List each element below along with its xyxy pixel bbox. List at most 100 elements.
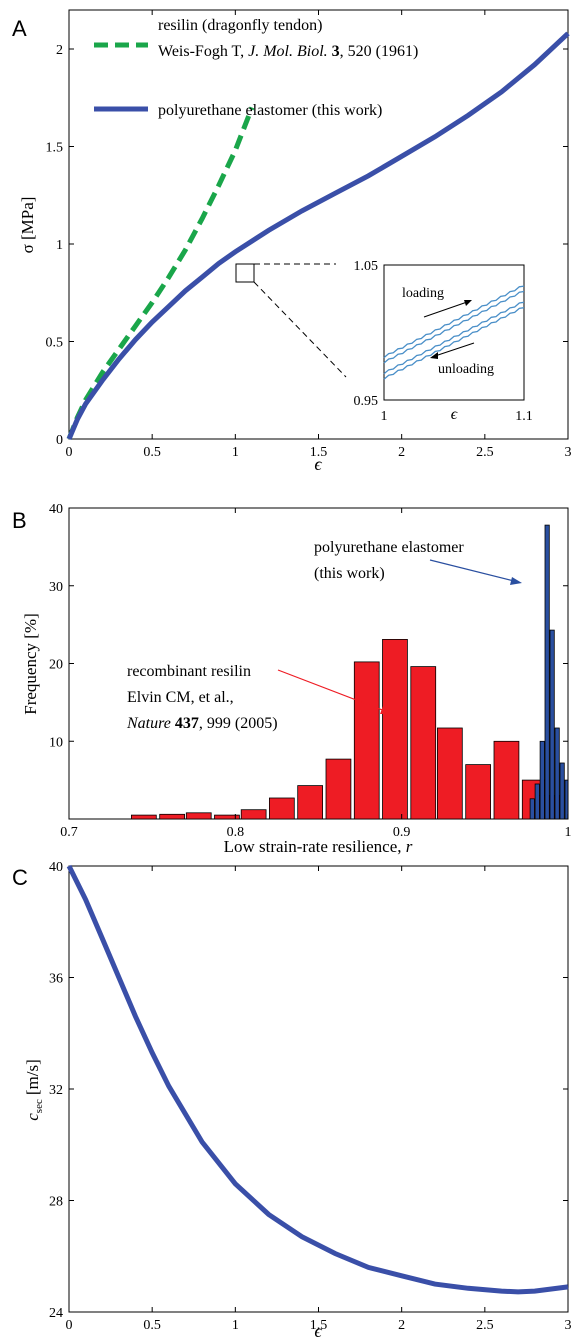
panel-a: A 0 0.5 1 1.5 2 2.5 3 0 0.5 1 1.5 2 resilin (dragon… xyxy=(12,9,572,474)
arrowhead-loading xyxy=(464,300,472,306)
panel-c-xtick-label: 2.5 xyxy=(476,1318,494,1333)
bar-polyurethane xyxy=(544,524,550,820)
panel-a-xtick-label: 2.5 xyxy=(476,445,494,460)
citation-plain: Weis-Fogh T, xyxy=(158,43,248,60)
zoom-connector-bottom xyxy=(253,281,347,378)
inset-frame xyxy=(383,264,525,401)
panel-label-b: B xyxy=(12,508,27,533)
inset-ytick-top: 1.05 xyxy=(354,259,379,274)
inset: 1.05 0.95 1 1.1 ϵ loading unloading xyxy=(354,259,533,424)
citation-journal: J. Mol. Biol. xyxy=(248,43,328,60)
inset-ytick-bottom: 0.95 xyxy=(354,394,379,409)
y-axis-label-b: Frequency [%] xyxy=(21,613,40,715)
panel-c-ytick-label: 40 xyxy=(49,860,63,875)
arrowhead-red xyxy=(380,706,392,714)
bar-recombinant-resilin xyxy=(185,812,212,820)
bar-recombinant-resilin xyxy=(382,639,408,820)
inset-lines xyxy=(383,285,525,380)
inset-annotation-loading: loading xyxy=(402,286,444,301)
annotation-red-line3: Nature 437, 999 (2005) xyxy=(126,715,278,732)
panel-a-ytick-label: 0 xyxy=(56,433,63,448)
panel-a-ytick-label: 2 xyxy=(56,43,63,58)
legend-label-resilin-citation: Weis-Fogh T, J. Mol. Biol. 3, 520 (1961) xyxy=(158,43,418,60)
panel-c-ytick-label: 24 xyxy=(49,1306,63,1321)
red-journal: Nature xyxy=(126,715,171,732)
bar-recombinant-resilin xyxy=(353,661,380,820)
inset-xtick-left: 1 xyxy=(381,409,388,424)
arrowhead-blue xyxy=(510,577,522,585)
x-axis-label-b-var: r xyxy=(406,837,413,856)
annotation-recombinant-resilin: recombinant resilin Elvin CM, et al., Na… xyxy=(126,663,392,732)
citation-volume: 3 xyxy=(328,43,340,60)
panel-c-ytick-label: 28 xyxy=(49,1195,63,1210)
annotation-polyurethane: polyurethane elastomer (this work) xyxy=(314,539,522,585)
arrow-unloading xyxy=(431,342,475,358)
panel-c-xtick-label: 0.5 xyxy=(143,1318,161,1333)
inset-loading-b-line xyxy=(383,285,525,359)
bar-recombinant-resilin xyxy=(410,666,437,820)
panel-b-xtick-label: 0.9 xyxy=(393,825,411,840)
panel-b-ytick-label: 40 xyxy=(49,502,63,517)
red-pages: , 999 (2005) xyxy=(199,715,278,732)
panel-a-ytick-label: 1.5 xyxy=(46,141,64,156)
panel-b-ytick-label: 20 xyxy=(49,658,63,673)
annotation-blue-line1: polyurethane elastomer xyxy=(314,539,464,556)
bar-polyurethane xyxy=(554,727,560,820)
bar-recombinant-resilin xyxy=(240,809,267,820)
bar-recombinant-resilin xyxy=(465,764,492,820)
panel-c-xtick-label: 1.5 xyxy=(310,1318,328,1333)
bar-polyurethane xyxy=(534,783,540,820)
bar-polyurethane xyxy=(539,740,545,820)
panel-b-ytick-label: 10 xyxy=(49,735,63,750)
bar-polyurethane xyxy=(529,798,535,820)
y-axis-label-a: σ [MPa] xyxy=(18,197,37,254)
panel-c-xtick-label: 1 xyxy=(232,1318,239,1333)
series-wave-speed-line xyxy=(66,864,569,1295)
panel-label-a: A xyxy=(12,16,27,41)
red-volume: 437 xyxy=(171,715,199,732)
panel-b-ytick-label: 30 xyxy=(49,580,63,595)
panel-label-c: C xyxy=(12,865,28,890)
panel-a-ticks: 0 0.5 1 1.5 2 2.5 3 0 0.5 1 1.5 2 xyxy=(46,10,572,460)
zoom-box xyxy=(235,263,255,283)
panel-c-ticks: 0 0.5 1 1.5 2 2.5 3 24 28 32 36 40 xyxy=(49,860,572,1333)
bar-recombinant-resilin xyxy=(436,727,463,820)
panel-a-xtick-label: 0 xyxy=(66,445,73,460)
panel-c-series xyxy=(66,864,569,1295)
annotation-red-line1: recombinant resilin xyxy=(127,663,251,680)
inset-x-label: ϵ xyxy=(451,406,458,423)
x-axis-label-b: Low strain-rate resilience, r xyxy=(224,837,413,856)
panel-c-xtick-label: 2 xyxy=(398,1318,405,1333)
bar-polyurethane xyxy=(564,779,569,820)
arrow-blue xyxy=(429,559,515,582)
arrowhead-unloading xyxy=(430,352,438,359)
annotation-blue-line2: (this work) xyxy=(314,565,385,582)
inset-annotation-unloading: unloading xyxy=(438,362,494,377)
bar-recombinant-resilin xyxy=(159,813,185,820)
series-polyurethane-line xyxy=(66,31,570,440)
panel-c-ytick-label: 32 xyxy=(49,1083,63,1098)
panel-c: C 0 0.5 1 1.5 2 2.5 3 24 28 32 36 40 ϵ csec [m/s] xyxy=(12,860,572,1340)
y-axis-label-c-text: csec [m/s] xyxy=(23,1059,45,1120)
legend-label-polyurethane: polyurethane elastomer (this work) xyxy=(158,102,382,119)
panel-b-xtick-label: 1 xyxy=(565,825,572,840)
panel-c-xtick-label: 0 xyxy=(66,1318,73,1333)
panel-c-ytick-label: 36 xyxy=(49,972,63,987)
y-label-c-base: c xyxy=(23,1113,42,1121)
bar-recombinant-resilin xyxy=(214,814,240,820)
bar-polyurethane xyxy=(559,762,565,820)
bar-recombinant-resilin xyxy=(268,797,295,820)
panel-b: B 0.7 0.8 0.9 1 10 20 30 40 Low strain-rate res… xyxy=(12,502,572,856)
panel-b-ticks: 0.7 0.8 0.9 1 10 20 30 40 xyxy=(49,502,572,840)
inset-unloading-line xyxy=(383,301,525,375)
inset-loading-line xyxy=(383,290,525,364)
x-axis-label-b-text: Low strain-rate resilience, xyxy=(224,837,406,856)
panel-a-xtick-label: 3 xyxy=(565,445,572,460)
panel-a-xtick-label: 1.5 xyxy=(310,445,328,460)
panel-b-bars xyxy=(130,524,569,820)
bar-recombinant-resilin xyxy=(325,758,352,820)
inset-unloading-b-line xyxy=(383,307,525,380)
bar-recombinant-resilin xyxy=(493,740,520,820)
arrow-red xyxy=(277,669,386,712)
